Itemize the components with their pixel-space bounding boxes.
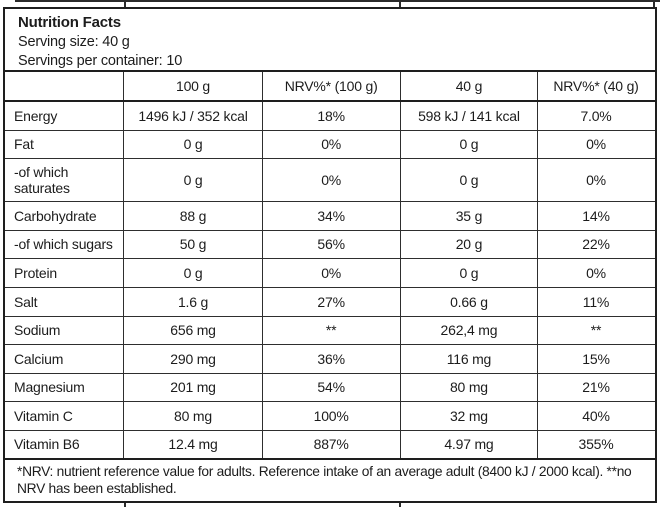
value-cell: 27% bbox=[261, 287, 400, 316]
table-row-carbohydrate: Carbohydrate 88 g 34% 35 g 14% bbox=[5, 202, 655, 231]
label-title: Nutrition Facts bbox=[18, 14, 121, 31]
nutrient-name-cell: Salt bbox=[14, 293, 38, 310]
value-cell: ** bbox=[261, 316, 400, 345]
column-header-row: 100 g NRV%* (100 g) 40 g NRV%* (40 g) bbox=[5, 72, 655, 102]
column-header-nutrient bbox=[5, 72, 123, 100]
nutrient-name-cell: Protein bbox=[14, 264, 57, 281]
value-cell: 0% bbox=[537, 130, 653, 159]
cropped-neighbor-stub bbox=[124, 0, 126, 7]
value-cell: 32 mg bbox=[399, 402, 538, 430]
value-cell: 0 g bbox=[399, 159, 538, 202]
cropped-neighbor-stub bbox=[653, 0, 655, 7]
table-row-salt: Salt 1.6 g 27% 0.66 g 11% bbox=[5, 287, 655, 317]
value-cell: 80 mg bbox=[399, 373, 538, 402]
nutrient-name-cell: Sodium bbox=[14, 322, 61, 339]
column-header-per-40g: 40 g bbox=[399, 72, 538, 100]
value-cell: 887% bbox=[261, 430, 400, 458]
column-header-nrv-40g: NRV%* (40 g) bbox=[537, 72, 653, 100]
table-row-protein: Protein 0 g 0% 0 g 0% bbox=[5, 259, 655, 288]
value-cell: 262,4 mg bbox=[399, 316, 538, 345]
table-row-sodium: Sodium 656 mg ** 262,4 mg ** bbox=[5, 316, 655, 346]
value-cell: 54% bbox=[261, 373, 400, 402]
value-cell: 7.0% bbox=[537, 102, 653, 130]
nutrient-name-cell: Carbohydrate bbox=[14, 207, 97, 224]
value-cell: 12.4 mg bbox=[123, 430, 261, 458]
value-cell: 0% bbox=[261, 159, 400, 202]
value-cell: 100% bbox=[261, 402, 400, 430]
table-row-saturates: -of which saturates 0 g 0% 0 g 0% bbox=[5, 159, 655, 203]
value-cell: 0 g bbox=[399, 259, 538, 287]
value-cell: 88 g bbox=[123, 202, 261, 230]
serving-size-text: Serving size: 40 g bbox=[18, 34, 130, 50]
nutrition-facts-panel: Nutrition Facts Serving size: 40 g Servi… bbox=[3, 7, 657, 503]
cropped-neighbor-stub bbox=[399, 0, 401, 7]
value-cell: 40% bbox=[537, 402, 653, 430]
value-cell: ** bbox=[537, 316, 653, 345]
nutrient-name-cell: -of which sugars bbox=[14, 236, 113, 253]
value-cell: 0% bbox=[537, 259, 653, 287]
value-cell: 35 g bbox=[399, 202, 538, 230]
nutrient-name-cell: Fat bbox=[14, 136, 34, 153]
value-cell: 36% bbox=[261, 345, 400, 373]
nutrient-name-cell: Magnesium bbox=[14, 379, 85, 396]
value-cell: 50 g bbox=[123, 230, 261, 259]
value-cell: 201 mg bbox=[123, 373, 261, 402]
nutrient-name-cell: Calcium bbox=[14, 350, 64, 367]
table-row-magnesium: Magnesium 201 mg 54% 80 mg 21% bbox=[5, 373, 655, 403]
value-cell: 22% bbox=[537, 230, 653, 259]
cropped-neighbor-stub bbox=[124, 503, 126, 507]
value-cell: 0 g bbox=[399, 130, 538, 159]
value-cell: 80 mg bbox=[123, 402, 261, 430]
table-row-calcium: Calcium 290 mg 36% 116 mg 15% bbox=[5, 345, 655, 374]
value-cell: 0% bbox=[537, 159, 653, 202]
table-row-energy: Energy 1496 kJ / 352 kcal 18% 598 kJ / 1… bbox=[5, 102, 655, 131]
value-cell: 0% bbox=[261, 130, 400, 159]
value-cell: 656 mg bbox=[123, 316, 261, 345]
value-cell: 1.6 g bbox=[123, 287, 261, 316]
value-cell: 0% bbox=[261, 259, 400, 287]
table-row-sugars: -of which sugars 50 g 56% 20 g 22% bbox=[5, 230, 655, 260]
column-header-per-100g: 100 g bbox=[123, 72, 261, 100]
cropped-neighbor-line bbox=[15, 0, 660, 2]
nutrient-name-cell: Vitamin B6 bbox=[14, 436, 80, 453]
value-cell: 290 mg bbox=[123, 345, 261, 373]
value-cell: 0 g bbox=[123, 130, 261, 159]
value-cell: 355% bbox=[537, 430, 653, 458]
value-cell: 0.66 g bbox=[399, 287, 538, 316]
value-cell: 14% bbox=[537, 202, 653, 230]
value-cell: 598 kJ / 141 kcal bbox=[399, 102, 538, 130]
value-cell: 34% bbox=[261, 202, 400, 230]
column-header-nrv-100g: NRV%* (100 g) bbox=[261, 72, 400, 100]
value-cell: 56% bbox=[261, 230, 400, 259]
table-row-fat: Fat 0 g 0% 0 g 0% bbox=[5, 130, 655, 160]
servings-per-container-text: Servings per container: 10 bbox=[18, 53, 183, 69]
table-row-vitamin-c: Vitamin C 80 mg 100% 32 mg 40% bbox=[5, 402, 655, 431]
label-header: Nutrition Facts Serving size: 40 g Servi… bbox=[5, 9, 655, 72]
value-cell: 11% bbox=[537, 287, 653, 316]
value-cell: 18% bbox=[261, 102, 400, 130]
nutrient-name-cell: Vitamin C bbox=[14, 407, 73, 424]
value-cell: 20 g bbox=[399, 230, 538, 259]
value-cell: 15% bbox=[537, 345, 653, 373]
value-cell: 0 g bbox=[123, 159, 261, 202]
nutrient-name-cell: -of which saturates bbox=[14, 163, 70, 197]
nutrient-name-cell: Energy bbox=[14, 107, 58, 124]
value-cell: 0 g bbox=[123, 259, 261, 287]
value-cell: 4.97 mg bbox=[399, 430, 538, 458]
value-cell: 1496 kJ / 352 kcal bbox=[123, 102, 261, 130]
nrv-footnote: *NRV: nutrient reference value for adult… bbox=[17, 463, 632, 497]
value-cell: 21% bbox=[537, 373, 653, 402]
cropped-neighbor-stub bbox=[399, 503, 401, 507]
value-cell: 116 mg bbox=[399, 345, 538, 373]
table-row-vitamin-b6: Vitamin B6 12.4 mg 887% 4.97 mg 355% bbox=[5, 430, 655, 460]
